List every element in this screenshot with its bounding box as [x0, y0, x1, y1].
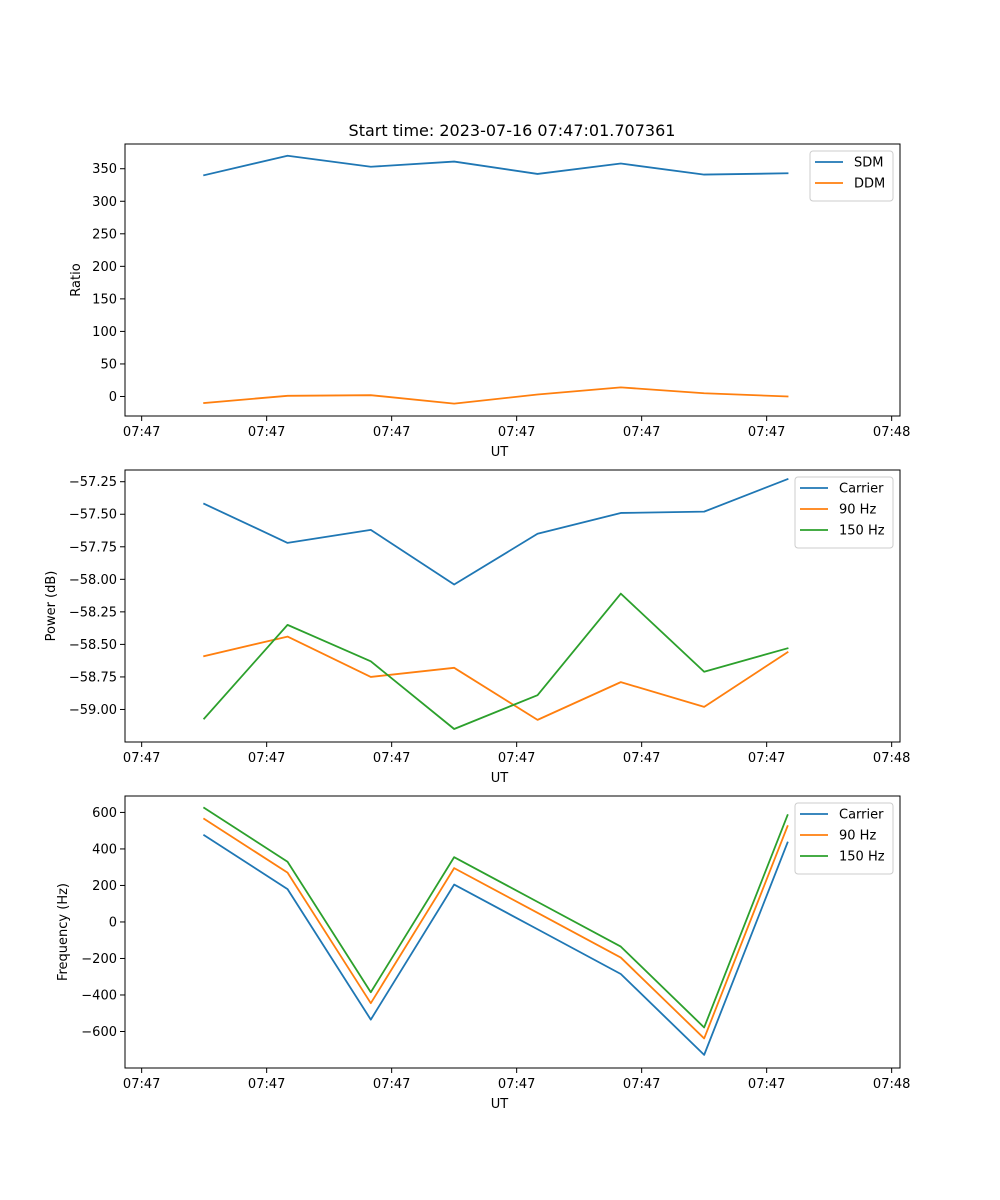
- x-tick-label: 07:47: [748, 425, 785, 440]
- legend-label-150-hz: 150 Hz: [839, 524, 885, 539]
- series-line-carrier: [202, 834, 789, 1056]
- legend-label-90-hz: 90 Hz: [839, 503, 876, 518]
- y-tick-label: 300: [92, 195, 117, 210]
- x-tick-label: 07:48: [873, 751, 910, 766]
- plots-container: 07:47 07:47 07:47 07:47 07:47 07:47 07:48 0 50 10…: [44, 143, 910, 1112]
- series-line-sdm: [203, 154, 789, 177]
- x-tick-label: 07:47: [248, 425, 285, 440]
- chart-panel-2: 07:47 07:47 07:47 07:47 07:47 07:47 07:48 −59.0…: [44, 469, 910, 786]
- x-tick-label: 07:48: [873, 425, 910, 440]
- series-line-carrier: [202, 477, 789, 586]
- y-axis-label: Ratio: [69, 263, 84, 296]
- x-tick-label: 07:47: [373, 751, 410, 766]
- y-axis-label: Power (dB): [44, 571, 59, 642]
- x-tick-label: 07:47: [123, 1077, 160, 1092]
- y-axis-label: Frequency (Hz): [56, 883, 71, 981]
- y-tick-label: 600: [92, 806, 117, 821]
- axes-frame: [124, 469, 901, 743]
- x-tick-label: 07:47: [373, 425, 410, 440]
- x-tick-label: 07:47: [498, 1077, 535, 1092]
- legend-label-ddm: DDM: [854, 177, 885, 192]
- x-tick-label: 07:47: [748, 751, 785, 766]
- x-tick-label: 07:47: [623, 1077, 660, 1092]
- y-tick-label: 400: [92, 842, 117, 857]
- y-tick-label: 100: [92, 325, 117, 340]
- x-axis-label: UT: [491, 771, 509, 786]
- y-tick-label: 200: [92, 879, 117, 894]
- x-tick-label: 07:47: [623, 751, 660, 766]
- legend: SDM DDM: [809, 150, 894, 202]
- x-tick-label: 07:47: [748, 1077, 785, 1092]
- legend-label-150-hz: 150 Hz: [839, 850, 885, 865]
- legend: Carrier 90 Hz 150 Hz: [794, 476, 894, 549]
- y-tick-label: −400: [81, 988, 117, 1003]
- y-tick-label: −58.25: [69, 605, 117, 620]
- y-tick-label: −57.50: [69, 508, 117, 523]
- series-line-90-hz: [203, 635, 789, 721]
- y-tick-label: −58.75: [69, 670, 117, 685]
- legend: Carrier 90 Hz 150 Hz: [794, 802, 894, 875]
- y-tick-label: −57.75: [69, 540, 117, 555]
- legend-label-carrier: Carrier: [839, 482, 884, 497]
- y-tick-label: −57.25: [69, 475, 117, 490]
- x-tick-label: 07:47: [623, 425, 660, 440]
- y-tick-label: 250: [92, 227, 117, 242]
- x-tick-label: 07:47: [373, 1077, 410, 1092]
- axes-frame: [124, 143, 901, 417]
- legend-label-90-hz: 90 Hz: [839, 829, 876, 844]
- y-tick-label: 50: [100, 357, 117, 372]
- y-tick-label: 200: [92, 260, 117, 275]
- x-tick-label: 07:47: [248, 751, 285, 766]
- figure-title: Start time: 2023-07-16 07:47:01.707361: [349, 121, 676, 140]
- legend-label-sdm: SDM: [854, 156, 883, 171]
- y-tick-label: −200: [81, 952, 117, 967]
- x-tick-label: 07:47: [498, 751, 535, 766]
- series-line-150-hz: [202, 806, 789, 1029]
- chart-panel-1: 07:47 07:47 07:47 07:47 07:47 07:47 07:48 0 50 10…: [69, 143, 910, 460]
- y-tick-label: −58.00: [69, 573, 117, 588]
- legend-box: [809, 150, 894, 202]
- x-axis-label: UT: [491, 1097, 509, 1112]
- y-tick-label: −58.50: [69, 638, 117, 653]
- x-tick-label: 07:47: [123, 751, 160, 766]
- x-tick-label: 07:47: [498, 425, 535, 440]
- y-tick-label: 0: [109, 390, 117, 405]
- legend-label-carrier: Carrier: [839, 808, 884, 823]
- series-line-ddm: [203, 386, 789, 405]
- x-tick-label: 07:47: [123, 425, 160, 440]
- y-tick-label: −600: [81, 1025, 117, 1040]
- y-tick-label: 350: [92, 162, 117, 177]
- series-line-150-hz: [202, 592, 789, 730]
- axes-frame: [124, 795, 901, 1069]
- x-tick-label: 07:48: [873, 1077, 910, 1092]
- chart-panel-3: 07:47 07:47 07:47 07:47 07:47 07:47 07:48 −600 −…: [56, 795, 910, 1112]
- y-tick-label: −59.00: [69, 703, 117, 718]
- x-axis-label: UT: [491, 445, 509, 460]
- y-tick-label: 150: [92, 292, 117, 307]
- series-line-90-hz: [202, 817, 789, 1040]
- x-tick-label: 07:47: [248, 1077, 285, 1092]
- y-tick-label: 0: [109, 915, 117, 930]
